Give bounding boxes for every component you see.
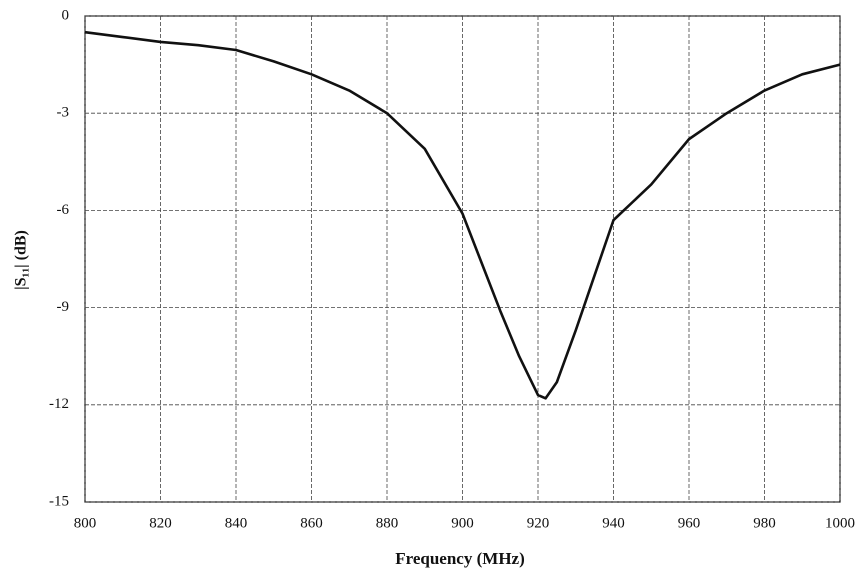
x-tick-label: 940 bbox=[602, 515, 625, 531]
x-tick-label: 880 bbox=[376, 515, 399, 531]
x-tick-label: 960 bbox=[678, 515, 701, 531]
x-tick-label: 800 bbox=[74, 515, 97, 531]
x-axis-label: Frequency (MHz) bbox=[395, 549, 525, 568]
y-tick-label: -9 bbox=[57, 299, 70, 315]
x-tick-label: 900 bbox=[451, 515, 474, 531]
y-tick-label: -12 bbox=[49, 396, 69, 412]
y-tick-label: -3 bbox=[57, 105, 70, 121]
x-tick-label: 980 bbox=[753, 515, 776, 531]
x-tick-label: 1000 bbox=[825, 515, 855, 531]
line bbox=[84, 30, 841, 400]
y-tick-label: -15 bbox=[49, 493, 69, 509]
x-tick-label: 920 bbox=[527, 515, 550, 531]
x-tick-label: 860 bbox=[300, 515, 323, 531]
y-axis-label: |S₁₁| (dB) bbox=[13, 230, 30, 290]
y-tick-label: 0 bbox=[62, 7, 70, 23]
x-tick-label: 820 bbox=[149, 515, 172, 531]
x-tick-label: 840 bbox=[225, 515, 248, 531]
y-tick-label: -6 bbox=[57, 202, 70, 218]
